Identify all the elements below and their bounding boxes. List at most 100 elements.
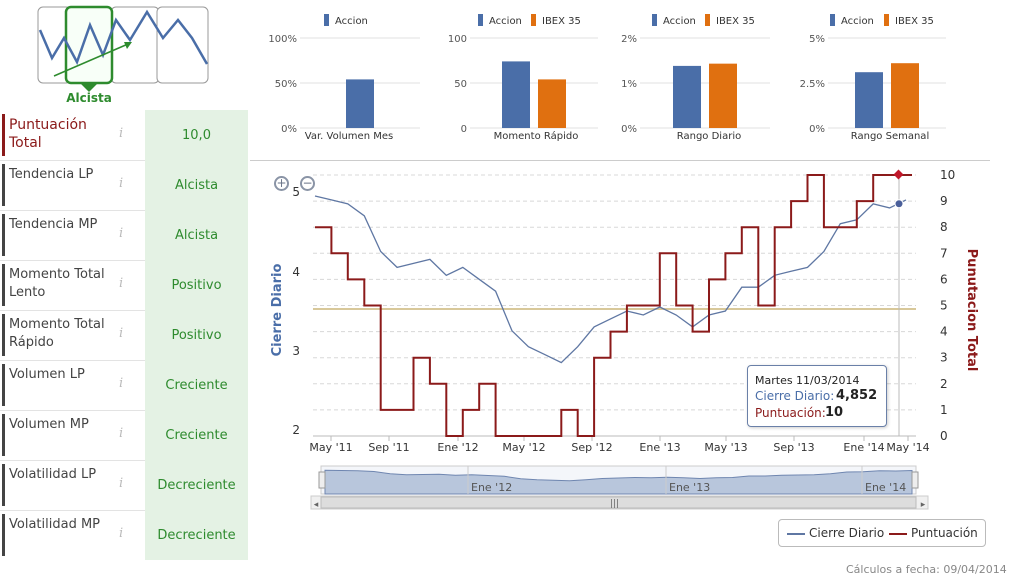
indicator-label: Puntuación Total: [9, 117, 87, 151]
y-tick-label: 2%: [621, 34, 637, 45]
row-accent: [2, 114, 5, 156]
y-right-tick-label: 4: [940, 325, 948, 339]
chart-title: Rango Semanal: [851, 131, 929, 142]
indicator-label: Tendencia LP: [9, 167, 94, 182]
zoom-out-icon[interactable]: −: [300, 176, 315, 191]
indicator-row-tendencia-mp: Tendencia MP i Alcista: [0, 210, 248, 261]
info-icon[interactable]: i: [119, 226, 124, 241]
row-accent: [2, 464, 5, 506]
indicator-value: 10,0: [145, 110, 248, 160]
calculation-date: Cálculos a fecha: 09/04/2014: [846, 563, 1007, 576]
tooltip-date: Martes 11/03/2014: [755, 374, 860, 387]
y-tick-label: 0: [461, 124, 467, 135]
indicator-value: Creciente: [145, 360, 248, 410]
y-tick-label: 100: [448, 34, 467, 45]
tooltip-close-label: Cierre Diario:: [755, 389, 835, 403]
trend-pointer: [80, 83, 98, 92]
bar: [673, 65, 701, 128]
indicator-label: Volatilidad MP: [9, 517, 101, 532]
close-marker: [894, 199, 904, 209]
x-tick-label: May '12: [502, 441, 545, 454]
indicator-label: Momento Total Rápido: [9, 317, 105, 350]
legend-swatch-close: [787, 533, 805, 535]
info-icon[interactable]: i: [119, 376, 124, 391]
row-accent: [2, 314, 5, 356]
x-tick-label: May '14: [886, 441, 929, 454]
x-tick-label: Sep '11: [368, 441, 409, 454]
legend-swatch-score: [889, 533, 907, 535]
info-icon[interactable]: i: [119, 276, 124, 291]
info-icon[interactable]: i: [119, 176, 124, 191]
y-left-tick-label: 4: [292, 265, 300, 279]
indicator-row-volatilidad-lp: Volatilidad LP i Decreciente: [0, 460, 248, 511]
bar: [891, 63, 919, 129]
legend-item-score[interactable]: Puntuación: [889, 526, 981, 542]
y-left-tick-label: 2: [292, 423, 300, 437]
navigator-tick-label: Ene '14: [865, 481, 906, 494]
legend-swatch: [531, 14, 536, 26]
indicator-label: Volumen MP: [9, 417, 89, 432]
indicator-row-momento-rapido: Momento Total Rápido i Positivo: [0, 310, 248, 361]
y-tick-label: 0%: [809, 124, 825, 135]
trend-sparkline: [38, 9, 209, 66]
indicator-label: Volumen LP: [9, 367, 85, 382]
y-tick-label: 0%: [621, 124, 637, 135]
y-right-axis-title: Punutacion Total: [964, 249, 979, 372]
x-tick-label: Sep '12: [571, 441, 612, 454]
divider: [250, 160, 990, 161]
score-marker: [893, 169, 904, 180]
info-icon[interactable]: i: [119, 326, 124, 341]
y-right-tick-label: 5: [940, 299, 948, 313]
row-accent: [2, 514, 5, 556]
legend-label: IBEX 35: [895, 16, 934, 27]
legend-swatch: [652, 14, 657, 26]
legend-label: IBEX 35: [542, 16, 581, 27]
navigator-area: [324, 469, 913, 495]
y-right-tick-label: 10: [940, 168, 955, 182]
y-right-tick-label: 0: [940, 429, 948, 443]
info-icon[interactable]: i: [119, 476, 124, 491]
y-right-tick-label: 6: [940, 272, 948, 286]
row-accent: [2, 414, 5, 456]
indicator-label: Volatilidad LP: [9, 467, 97, 482]
legend-label: IBEX 35: [716, 16, 755, 27]
x-tick-label: Ene '12: [437, 441, 478, 454]
trend-widget: Alcista: [0, 0, 248, 110]
legend-swatch: [324, 14, 329, 26]
bar: [855, 72, 883, 128]
y-tick-label: 2.5%: [800, 79, 825, 90]
x-tick-label: Ene '14: [843, 441, 884, 454]
y-tick-label: 100%: [268, 34, 297, 45]
navigator-tick-label: Ene '13: [669, 481, 710, 494]
info-icon[interactable]: i: [119, 426, 124, 441]
info-icon[interactable]: i: [119, 126, 124, 141]
trend-arrow-line: [53, 43, 129, 77]
mini-bar-charts: Accion 100% 50% 0% Var. Volumen Mes Accion IBE…: [268, 14, 946, 142]
zoom-in-icon[interactable]: +: [274, 176, 289, 191]
trend-arrow-head: [124, 42, 132, 49]
close-price-line: [314, 195, 907, 364]
indicator-value: Positivo: [145, 260, 248, 310]
chart-tooltip: Martes 11/03/2014 Cierre Diario: 4,852 P…: [747, 365, 887, 427]
chart-title: Var. Volumen Mes: [305, 131, 393, 142]
y-tick-label: 50%: [275, 79, 297, 90]
indicator-value: Creciente: [145, 410, 248, 460]
y-right-tick-label: 3: [940, 351, 948, 365]
y-left-tick-label: 3: [292, 344, 300, 358]
indicator-row-volumen-mp: Volumen MP i Creciente: [0, 410, 248, 461]
indicator-value: Positivo: [145, 310, 248, 360]
chart-title: Rango Diario: [677, 131, 741, 142]
y-tick-label: 5%: [809, 34, 825, 45]
score-step-line: [315, 174, 912, 437]
x-tick-label: May '11: [309, 441, 352, 454]
navigator-handle-left: [318, 471, 326, 489]
y-right-tick-label: 2: [940, 377, 948, 391]
bar: [502, 61, 530, 128]
scroll-left-icon: ◂: [314, 500, 319, 510]
scroll-grip-icon: |||: [610, 499, 619, 509]
legend-item-close[interactable]: Cierre Diario: [787, 526, 884, 542]
legend-label: Accion: [489, 16, 522, 27]
legend-label-score: Puntuación: [911, 526, 978, 540]
info-icon[interactable]: i: [119, 526, 124, 541]
